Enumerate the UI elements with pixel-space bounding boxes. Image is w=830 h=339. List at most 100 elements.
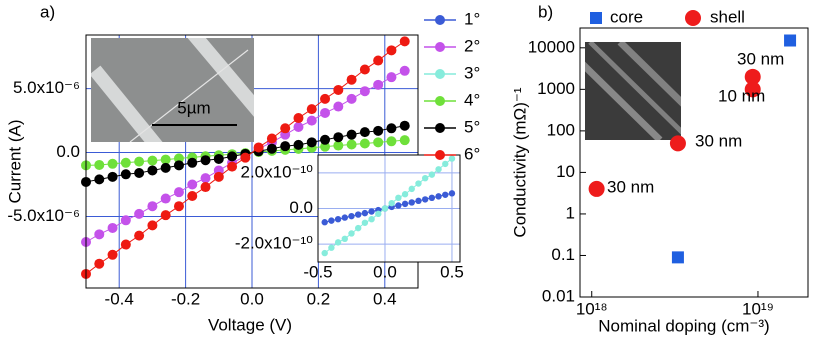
data-point	[435, 193, 442, 200]
data-point	[368, 216, 375, 223]
data-point	[333, 132, 344, 143]
y-axis-label: Current (A)	[5, 119, 24, 203]
sem-image	[585, 42, 681, 140]
data-point	[401, 191, 409, 198]
legend-marker	[435, 123, 445, 133]
data-point	[293, 139, 304, 150]
y-tick-label: 0.1	[551, 245, 575, 264]
data-point	[134, 156, 145, 167]
data-point	[395, 194, 402, 201]
x-axis-label: Nominal doping (cm⁻³)	[598, 316, 769, 335]
scale-bar-label: 5µm	[177, 98, 210, 117]
data-point	[147, 201, 158, 212]
data-point	[399, 120, 410, 131]
data-point	[381, 205, 389, 212]
legend-label: 5°	[464, 117, 480, 136]
data-point	[328, 244, 335, 251]
data-point	[293, 122, 304, 132]
data-point	[401, 200, 409, 208]
annotation: 10 nm	[718, 86, 765, 105]
y-tick-label: 0.0	[56, 142, 80, 161]
data-point	[240, 152, 251, 163]
x-tick-label: 0.5	[440, 262, 464, 281]
data-point	[94, 229, 105, 240]
x-tick-label: 0.0	[240, 289, 264, 308]
data-point	[227, 151, 238, 162]
data-point	[147, 155, 158, 166]
y-tick-label: 2.0x10⁻¹⁰	[241, 162, 314, 181]
sem-wire	[129, 49, 249, 142]
legend-marker	[435, 69, 445, 79]
data-point	[388, 199, 395, 207]
plot-frame	[579, 27, 809, 298]
data-point	[320, 141, 331, 152]
data-point	[187, 191, 198, 201]
data-point	[421, 174, 429, 182]
data-point	[187, 179, 198, 190]
legend-label: 1°	[464, 9, 480, 28]
data-point	[399, 135, 410, 146]
data-point	[213, 153, 224, 164]
data-point	[306, 104, 317, 115]
sem-image: 5µm	[91, 38, 254, 142]
data-point	[173, 160, 184, 171]
annotation: 30 nm	[737, 49, 784, 68]
data-point	[293, 113, 304, 124]
data-point	[361, 209, 369, 217]
data-point	[373, 137, 384, 148]
sem-wire	[91, 65, 163, 142]
data-point	[359, 64, 370, 75]
data-point	[588, 180, 605, 197]
annotation: 30 nm	[695, 131, 742, 150]
data-point	[266, 143, 277, 154]
legend-label: 4°	[464, 90, 480, 109]
sem-wire	[187, 38, 254, 117]
legend-label: 3°	[464, 63, 480, 82]
x-tick-label: 0.4	[373, 289, 397, 308]
data-point	[346, 93, 357, 104]
data-point	[173, 187, 184, 198]
data-point	[386, 136, 397, 147]
data-point	[348, 230, 355, 237]
data-point	[744, 68, 761, 85]
y-tick-label: 10000	[528, 37, 575, 56]
data-point	[306, 115, 317, 126]
x-tick-label: -0.2	[171, 289, 200, 308]
data-point	[107, 222, 118, 233]
data-point	[94, 174, 105, 185]
data-point	[334, 239, 342, 246]
data-point	[120, 157, 131, 168]
legend-marker	[435, 150, 445, 160]
data-point	[346, 74, 357, 85]
data-point	[386, 45, 397, 56]
data-point	[173, 153, 184, 164]
data-point	[671, 251, 684, 264]
legend-marker	[435, 96, 445, 106]
data-point	[134, 208, 145, 219]
y-tick-label: 1000	[537, 79, 575, 98]
x-axis-label: Voltage (V)	[208, 315, 292, 334]
legend-label: core	[610, 7, 643, 26]
data-point	[134, 230, 145, 241]
data-point	[200, 155, 211, 166]
data-point	[94, 258, 105, 269]
annotation: 30 nm	[607, 177, 654, 196]
data-point	[334, 216, 342, 223]
data-point	[107, 158, 118, 169]
data-point	[428, 194, 436, 201]
data-point	[266, 133, 277, 144]
legend-marker	[435, 42, 445, 52]
data-point	[328, 217, 335, 224]
data-point	[187, 157, 198, 168]
data-point	[213, 171, 224, 182]
data-point	[306, 137, 317, 148]
data-point	[321, 219, 328, 226]
legend-marker	[435, 15, 445, 25]
data-point	[442, 191, 449, 198]
data-point	[373, 125, 384, 136]
data-point	[669, 135, 686, 152]
data-point	[320, 134, 331, 145]
data-point	[147, 220, 158, 231]
data-point	[415, 180, 422, 187]
